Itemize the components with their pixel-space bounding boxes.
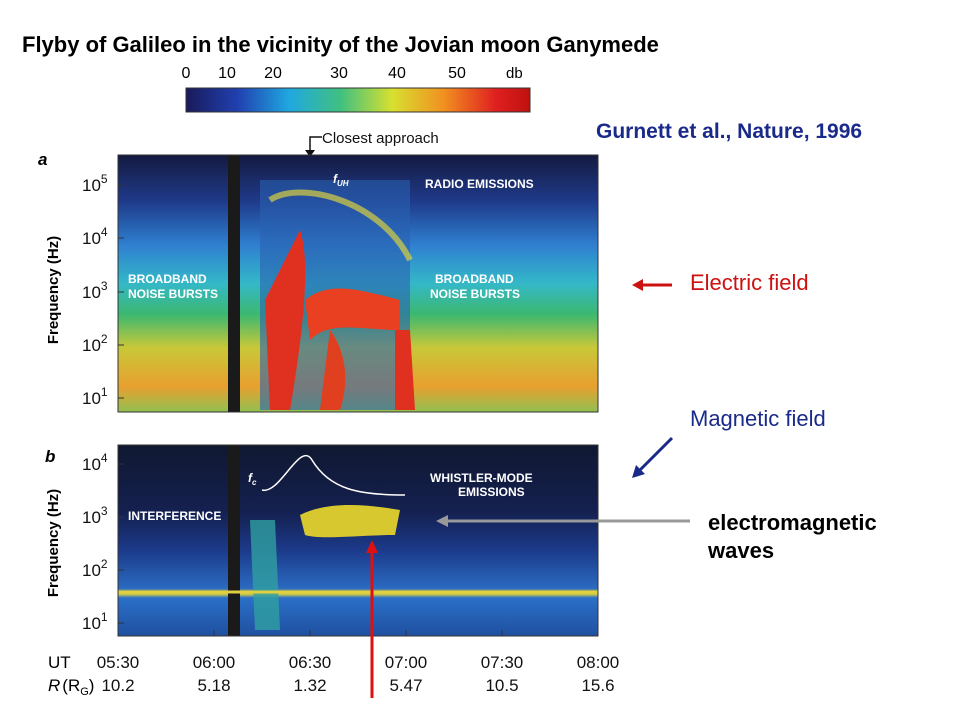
y-axis-label: Frequency (Hz) xyxy=(45,489,62,597)
r-value: 15.6 xyxy=(581,676,614,695)
colorbar-tick: 0 xyxy=(182,65,191,82)
base: 10 xyxy=(82,283,101,302)
y-tick-label: 102 xyxy=(82,557,108,580)
closest-approach: Closest approach xyxy=(322,130,439,147)
annotation: EMISSIONS xyxy=(458,485,525,499)
panel-label: a xyxy=(38,150,47,169)
colorbar-tick: 20 xyxy=(264,65,282,82)
y-tick-label: 104 xyxy=(82,225,108,248)
r-value: 5.47 xyxy=(389,676,422,695)
title: Flyby of Galileo in the vicinity of the … xyxy=(22,32,659,57)
x-tick-label: 07:00 xyxy=(385,653,428,672)
y-tick-label: 101 xyxy=(82,385,108,408)
em-waves-label: electromagnetic xyxy=(708,510,877,535)
unit: (R xyxy=(62,676,80,695)
base: 10 xyxy=(82,614,101,633)
panel-label: b xyxy=(45,447,55,466)
arrow xyxy=(636,436,674,474)
base: 10 xyxy=(82,389,101,408)
r-value: 1.32 xyxy=(293,676,326,695)
base: 10 xyxy=(82,455,101,474)
exponent: 2 xyxy=(101,557,108,571)
exponent: 4 xyxy=(101,225,108,239)
y-axis-label: Frequency (Hz) xyxy=(45,236,62,344)
citation: Gurnett et al., Nature, 1996 xyxy=(596,120,862,143)
x-tick-label: 07:30 xyxy=(481,653,524,672)
annotation: INTERFERENCE xyxy=(128,509,221,523)
base: 10 xyxy=(82,561,101,580)
subscript: G xyxy=(80,686,89,698)
base: 10 xyxy=(82,176,101,195)
exponent: 2 xyxy=(101,332,108,346)
r-value: 5.18 xyxy=(197,676,230,695)
symbol: f xyxy=(248,471,253,485)
electric-field-label: Electric field xyxy=(690,270,809,295)
base: 10 xyxy=(82,229,101,248)
r-label: R (RG) xyxy=(48,676,94,698)
y-tick-label: 105 xyxy=(82,172,108,195)
annotation: NOISE BURSTS xyxy=(430,287,520,301)
spectrogram-a xyxy=(117,154,599,413)
annotation: RADIO EMISSIONS xyxy=(425,177,534,191)
colorbar xyxy=(185,87,531,113)
base: 10 xyxy=(82,336,101,355)
subscript: UH xyxy=(337,179,349,188)
y-tick-label: 103 xyxy=(82,279,108,302)
exponent: 1 xyxy=(101,385,108,399)
symbol: f xyxy=(333,172,338,186)
r-value: 10.2 xyxy=(101,676,134,695)
y-tick-label: 103 xyxy=(82,504,108,527)
annotation: WHISTLER-MODE xyxy=(430,471,533,485)
annotation: NOISE BURSTS xyxy=(128,287,218,301)
closest-approach-pointer xyxy=(309,136,322,152)
arrowhead xyxy=(632,279,643,291)
y-tick-label: 102 xyxy=(82,332,108,355)
x-tick-label: 08:00 xyxy=(577,653,620,672)
x-tick-label: 06:00 xyxy=(193,653,236,672)
y-tick-label: 101 xyxy=(82,610,108,633)
f-c-label: fc xyxy=(248,471,257,487)
exponent: 3 xyxy=(101,279,108,293)
x-tick-label: 06:30 xyxy=(289,653,332,672)
base: 10 xyxy=(82,508,101,527)
y-tick-label: 104 xyxy=(82,451,108,474)
em-waves-label: waves xyxy=(707,538,774,563)
exponent: 5 xyxy=(101,172,108,186)
exponent: 1 xyxy=(101,610,108,624)
arrowhead xyxy=(436,515,448,527)
unit: ) xyxy=(89,676,95,695)
r-value: 10.5 xyxy=(485,676,518,695)
colorbar-unit: db xyxy=(506,65,523,82)
annotation: BROADBAND xyxy=(128,272,207,286)
f-uh-label: fUH xyxy=(333,172,349,188)
annotation: BROADBAND xyxy=(435,272,514,286)
colorbar-tick: 50 xyxy=(448,65,466,82)
exponent: 4 xyxy=(101,451,108,465)
arrowhead xyxy=(632,465,645,478)
subscript: c xyxy=(252,478,257,487)
symbol: R xyxy=(48,676,60,695)
x-tick-label: 05:30 xyxy=(97,653,140,672)
arrowhead xyxy=(366,540,378,553)
ut-label: UT xyxy=(48,653,71,672)
colorbar-tick: 40 xyxy=(388,65,406,82)
closest-approach-arrowhead xyxy=(305,150,315,157)
spectrogram-b xyxy=(117,444,599,637)
magnetic-field-label: Magnetic field xyxy=(690,406,826,431)
colorbar-tick: 10 xyxy=(218,65,236,82)
colorbar-tick: 30 xyxy=(330,65,348,82)
exponent: 3 xyxy=(101,504,108,518)
